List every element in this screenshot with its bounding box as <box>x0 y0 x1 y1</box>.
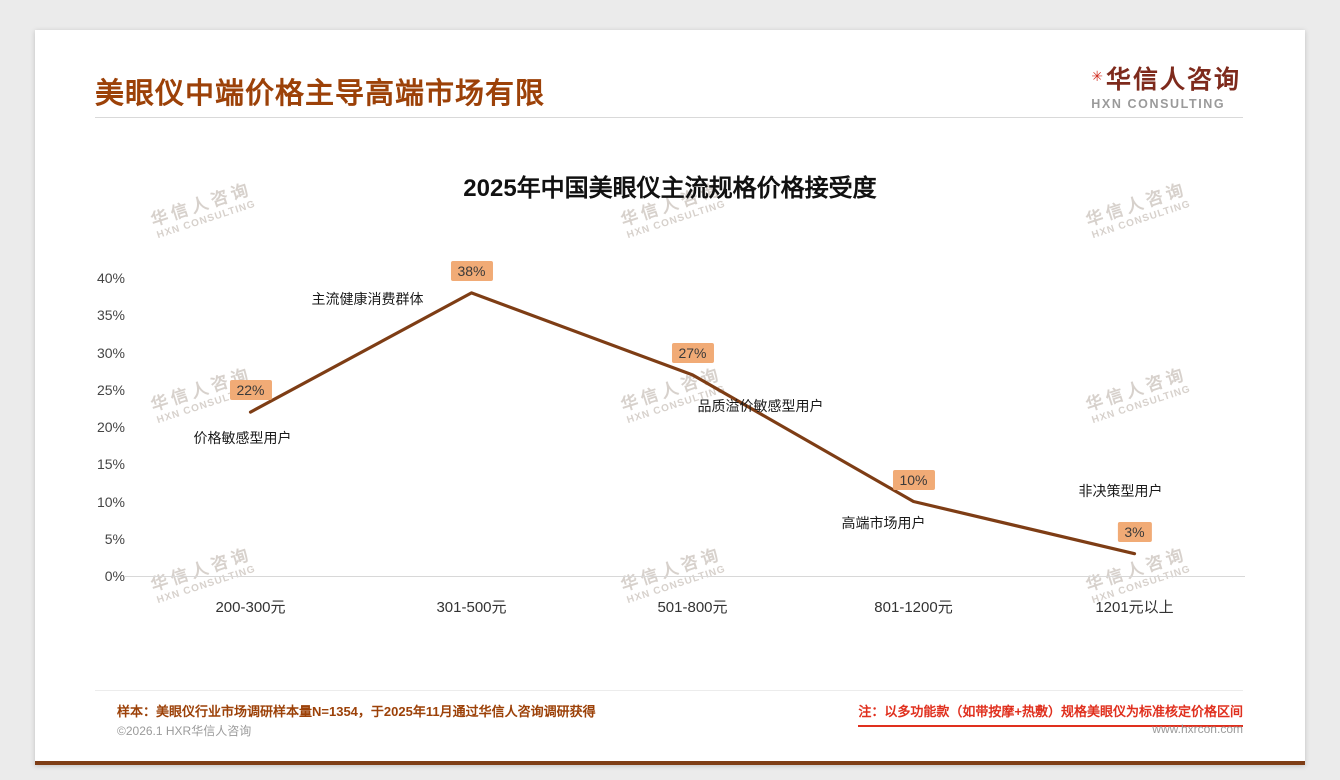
copyright-text: ©2026.1 HXR华信人咨询 <box>117 724 252 738</box>
company-logo: ✳华信人咨询 HXN CONSULTING <box>1091 62 1241 111</box>
header-divider <box>95 117 1243 118</box>
logo-en-text: HXN CONSULTING <box>1091 97 1226 111</box>
x-axis-line <box>125 576 1245 577</box>
line-chart-plot: 22% 38% 27% 10% 3% 价格敏感型用户 主流健康消费群体品质溢价敏感型用户高端… <box>125 260 1245 577</box>
x-tick-label: 200-300元 <box>215 599 286 616</box>
data-point-label: 38% <box>450 260 493 281</box>
series-annotation: 高端市场用户 <box>841 514 926 531</box>
trend-line <box>248 291 1137 556</box>
y-tick-label: 40% <box>96 270 125 286</box>
y-tick-label: 5% <box>104 530 125 547</box>
data-point-label: 10% <box>892 469 935 490</box>
y-tick-label: 25% <box>96 381 125 398</box>
report-card: 华信人咨询 HXN CONSULTING 华信人咨询 HXN CONSULTING 华信… <box>35 30 1305 765</box>
watermark-en-text: HXN CONSULTING <box>155 198 258 242</box>
watermark-en-text: HXN CONSULTING <box>625 198 728 242</box>
watermark-en-text: HXN CONSULTING <box>1090 198 1193 242</box>
logo-asterisk-icon: ✳ <box>1091 68 1105 84</box>
x-axis: 200-300元 301-500元 501-800元 801-1200元 1201元以上 <box>140 596 1245 618</box>
page-title: 美眼仪中端价格主导高端市场有限 <box>95 78 546 110</box>
footer-meta: ©2026.1 HXR华信人咨询 www.hxrcon.com <box>95 722 1243 739</box>
price-note: 注：以多功能款（如带按摩+热敷）规格美眼仪为标准核定价格区间 <box>858 701 1243 727</box>
sample-note: 样本：美眼仪行业市场调研样本量N=1354，于2025年11月通过华信人咨询调研… <box>117 704 596 719</box>
footer-notes: 样本：美眼仪行业市场调研样本量N=1354，于2025年11月通过华信人咨询调研… <box>95 690 1243 727</box>
x-tick-label: 1201元以上 <box>1095 599 1174 616</box>
series-annotation: 非决策型用户 <box>1078 482 1163 499</box>
y-tick-label: 15% <box>96 456 125 473</box>
data-point-label: 27% <box>671 342 714 363</box>
chart-title: 2025年中国美眼仪主流规格价格接受度 <box>463 175 877 202</box>
data-point-label: 22% <box>229 380 272 401</box>
logo-cn-text: ✳华信人咨询 <box>1091 62 1241 94</box>
series-annotation: 品质溢价敏感型用户 <box>697 397 824 414</box>
website-text: www.hxrcon.com <box>1152 722 1243 736</box>
y-tick-label: 30% <box>96 344 125 361</box>
y-tick-label: 20% <box>96 419 125 435</box>
series-annotation: 主流健康消费群体 <box>311 290 424 307</box>
logo-cn-label: 华信人咨询 <box>1105 66 1241 94</box>
data-point-label: 3% <box>1117 521 1152 542</box>
y-tick-label: 0% <box>104 568 125 584</box>
x-tick-label: 801-1200元 <box>874 599 953 616</box>
y-tick-label: 35% <box>96 307 125 324</box>
series-annotation: 价格敏感型用户 <box>193 430 292 447</box>
x-tick-label: 301-500元 <box>436 599 507 616</box>
y-tick-label: 10% <box>96 493 125 510</box>
y-axis: 0% 5% 10% 15% 20% 25% 30% 35% 40% <box>63 270 125 584</box>
x-tick-label: 501-800元 <box>657 599 728 616</box>
